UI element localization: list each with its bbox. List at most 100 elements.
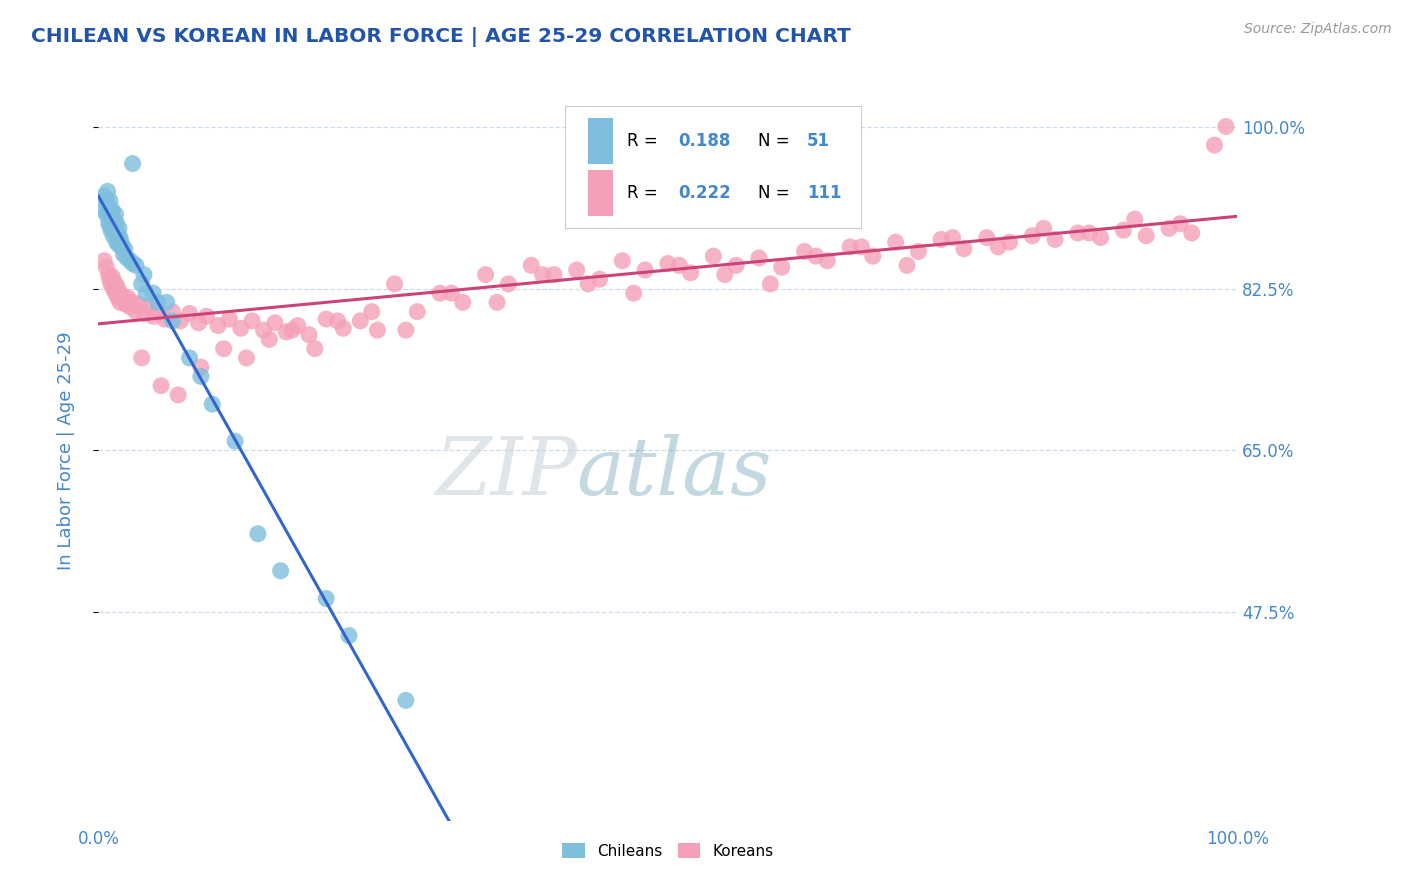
Legend: Chileans, Koreans: Chileans, Koreans [555,837,780,865]
Point [384,277,406,291]
Point [264,316,287,330]
Point [623,286,645,301]
Point [104,207,127,221]
Point [1043,232,1066,246]
Text: Source: ZipAtlas.com: Source: ZipAtlas.com [1244,22,1392,37]
Point [121,256,143,270]
Point [714,268,737,282]
Point [839,240,862,254]
Point [1090,230,1112,244]
Point [97,207,120,221]
Point [131,277,153,291]
Point [702,249,724,263]
Point [195,310,218,324]
Point [93,189,115,203]
Point [105,235,128,250]
Point [105,278,128,293]
Point [332,321,354,335]
Point [110,235,132,250]
Text: 111: 111 [807,184,841,202]
Point [132,306,155,320]
Point [218,312,240,326]
Point [112,247,135,261]
Y-axis label: In Labor Force | Age 25-29: In Labor Force | Age 25-29 [56,331,75,570]
FancyBboxPatch shape [588,169,613,216]
Point [259,332,281,346]
Point [103,275,125,289]
Point [793,244,815,259]
Point [179,306,201,320]
Point [132,268,155,282]
Point [1215,120,1237,134]
Point [366,323,388,337]
Point [1078,226,1101,240]
Point [135,286,157,301]
Point [987,240,1010,254]
Point [108,230,131,244]
Point [125,259,148,273]
Point [315,312,337,326]
Point [142,310,165,324]
Point [679,266,702,280]
Text: 51: 51 [807,132,830,150]
Text: ZIP: ZIP [434,434,576,511]
Point [304,342,326,356]
Point [1170,217,1192,231]
Point [270,564,292,578]
Point [146,295,169,310]
Point [543,268,565,282]
Point [107,228,129,243]
Point [101,202,124,217]
Point [103,281,125,295]
Point [104,286,127,301]
Point [93,202,115,217]
Point [315,591,337,606]
Text: CHILEAN VS KOREAN IN LABOR FORCE | AGE 25-29 CORRELATION CHART: CHILEAN VS KOREAN IN LABOR FORCE | AGE 2… [31,27,851,46]
Point [998,235,1021,250]
Point [201,397,224,411]
Point [725,259,748,273]
Point [337,628,360,642]
Point [326,314,349,328]
Point [156,295,179,310]
Point [110,288,132,302]
Text: N =: N = [758,184,794,202]
Point [576,277,599,291]
Point [179,351,201,365]
FancyBboxPatch shape [565,106,862,228]
Point [96,260,118,275]
Point [187,316,209,330]
Point [1181,226,1204,240]
Point [98,217,121,231]
Point [167,388,190,402]
Point [1032,221,1054,235]
Point [96,194,118,208]
Point [862,249,884,263]
Point [395,693,418,707]
Point [298,327,321,342]
Point [125,304,148,318]
Point [100,277,122,291]
Point [1112,223,1135,237]
Point [474,268,496,282]
Point [1204,138,1226,153]
Point [120,253,142,268]
Point [429,286,451,301]
Point [451,295,474,310]
Point [657,256,679,270]
Point [207,318,229,333]
Point [114,242,136,256]
Point [162,304,184,318]
Point [96,198,118,212]
Point [531,268,554,282]
Point [565,263,588,277]
Point [93,253,115,268]
Point [117,291,139,305]
Point [942,230,965,244]
Text: atlas: atlas [576,434,772,511]
Point [112,293,135,308]
Point [100,207,122,221]
Point [98,194,121,208]
Point [98,272,121,286]
Point [240,314,263,328]
